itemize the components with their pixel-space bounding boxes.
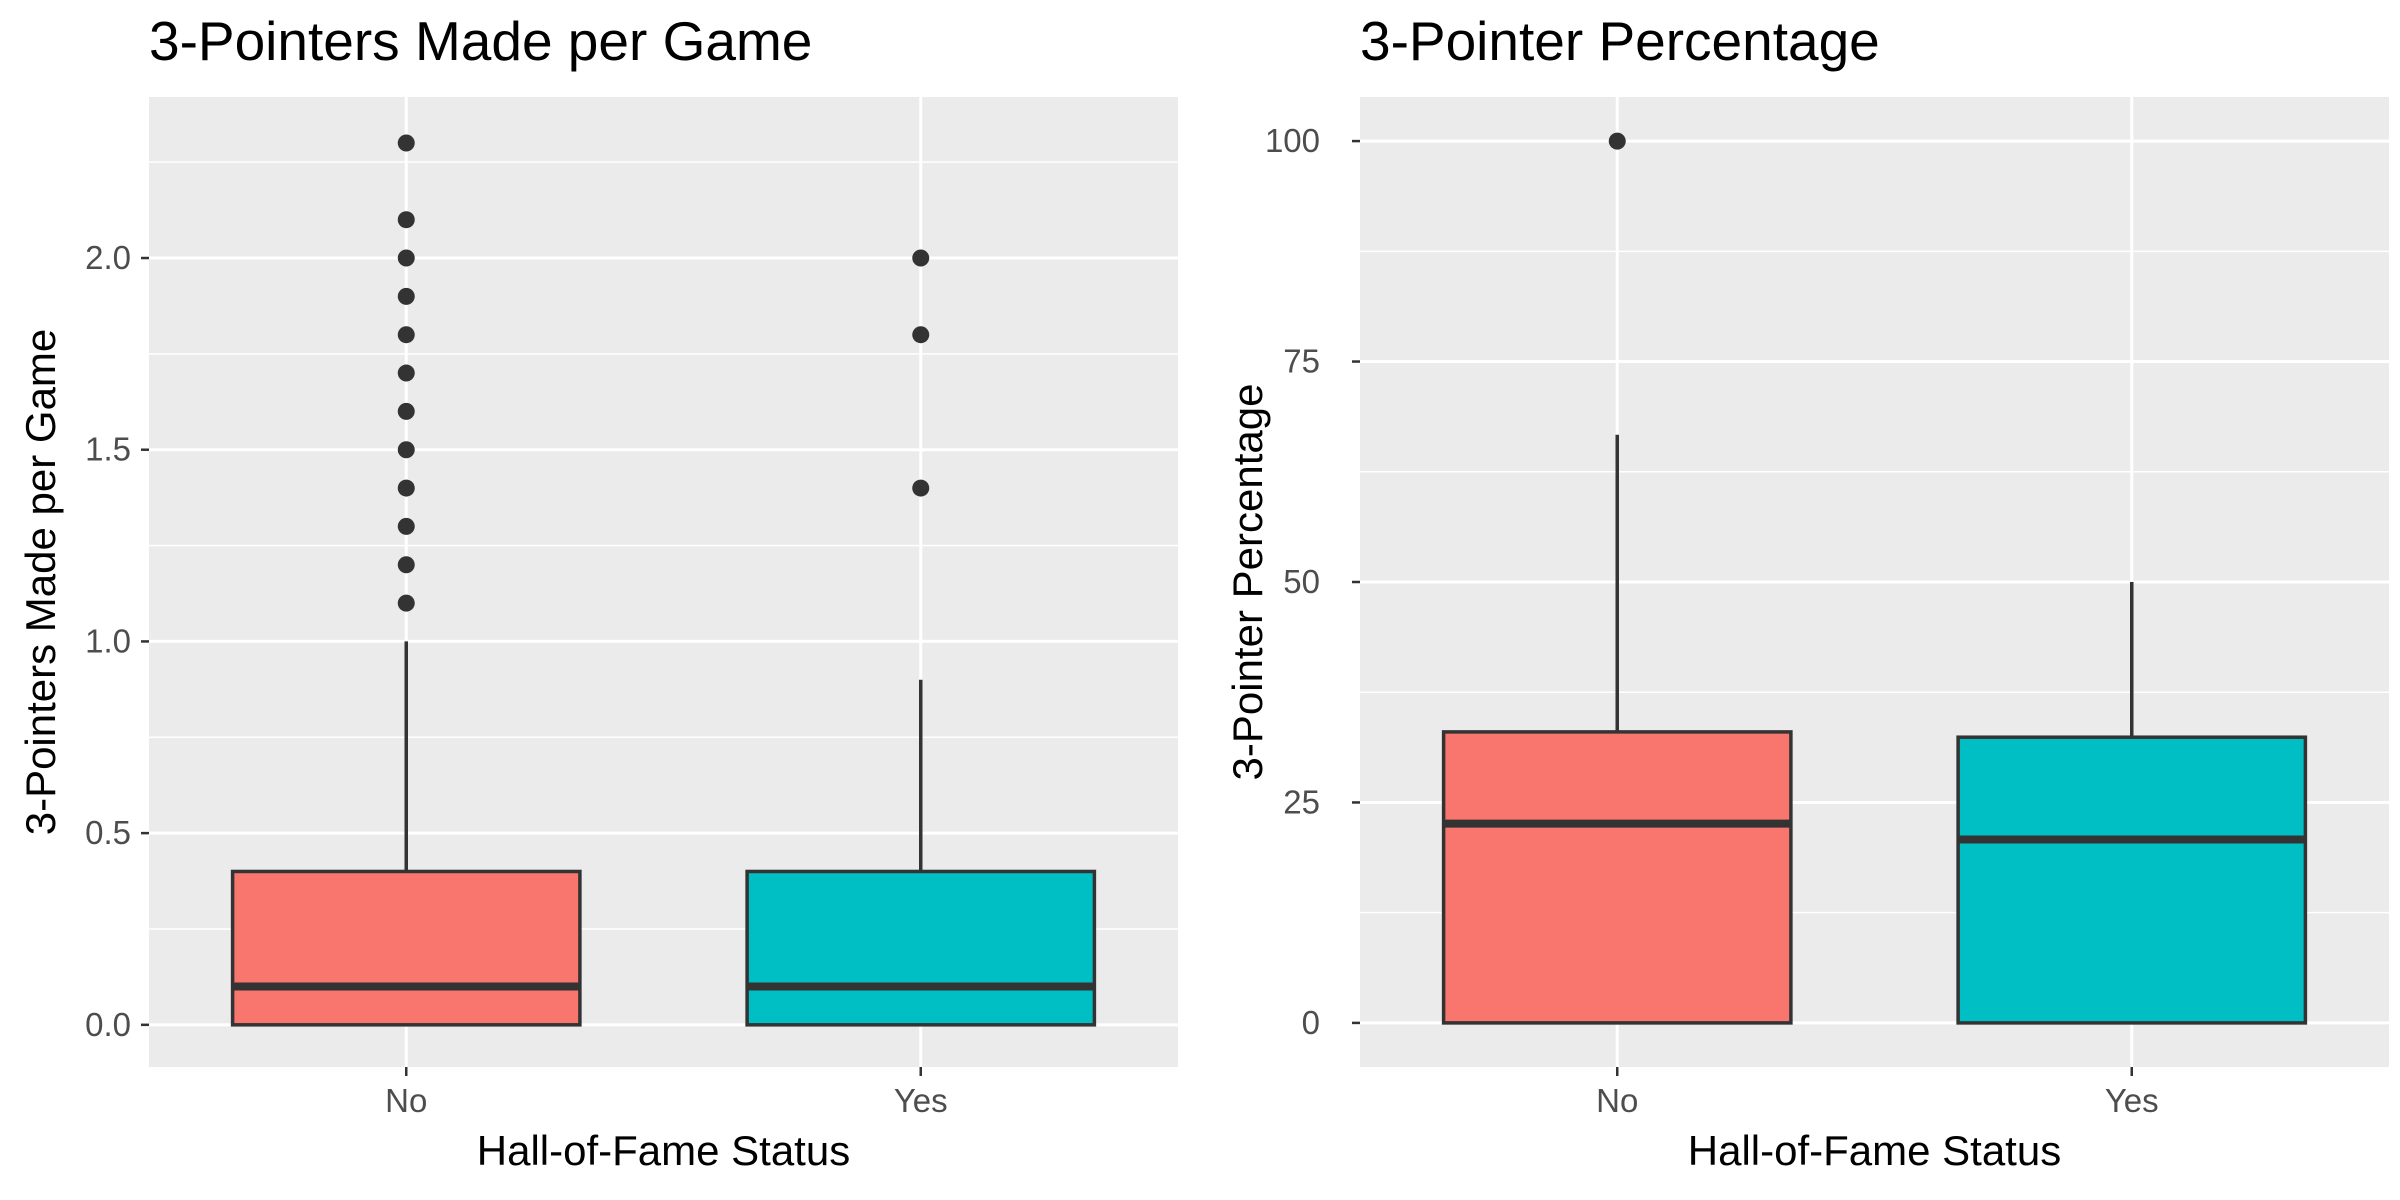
outlier-point (397, 134, 415, 152)
outlier-point (912, 326, 930, 344)
outlier-point (397, 517, 415, 535)
outlier-point (912, 249, 930, 267)
x-tick-label: Yes (894, 1082, 948, 1119)
box-no (230, 869, 582, 1027)
y-tick-label: 0.5 (85, 814, 131, 851)
right-chart-panel: 0 25 50 75 100 No Yes 3-Pointer Percentage Hall-… (1224, 10, 2389, 1174)
outlier-point (397, 594, 415, 612)
x-tick-label: Yes (2105, 1082, 2159, 1119)
chart-title: 3-Pointer Percentage (1360, 10, 1880, 72)
chart-title: 3-Pointers Made per Game (149, 10, 812, 72)
outlier-point (397, 441, 415, 459)
y-tick-label: 25 (1283, 783, 1320, 820)
y-axis-title: 3-Pointer Percentage (1224, 384, 1271, 781)
outlier-point (397, 287, 415, 305)
outlier-point (397, 556, 415, 574)
y-tick-label: 1.5 (85, 431, 131, 468)
outlier-point (397, 211, 415, 229)
outlier-point (1608, 132, 1626, 150)
box-yes (745, 869, 1097, 1027)
outlier-point (912, 479, 930, 497)
x-axis-title: Hall-of-Fame Status (1688, 1127, 2061, 1174)
x-tick-label: No (1596, 1082, 1638, 1119)
y-tick-label: 1.0 (85, 622, 131, 659)
left-chart-panel: 0.0 0.5 1.0 1.5 2.0 No Yes 3-Pointers Made per … (17, 10, 1178, 1174)
x-axis-title: Hall-of-Fame Status (477, 1127, 850, 1174)
box-no (1441, 730, 1793, 1025)
x-tick-label: No (385, 1082, 427, 1119)
outlier-point (397, 479, 415, 497)
outlier-point (397, 249, 415, 267)
y-axis-title: 3-Pointers Made per Game (17, 329, 64, 836)
y-tick-label: 75 (1283, 343, 1320, 380)
y-tick-label: 0 (1302, 1004, 1320, 1041)
outlier-point (397, 364, 415, 382)
y-tick-label: 100 (1265, 122, 1320, 159)
y-tick-label: 50 (1283, 563, 1320, 600)
y-tick-label: 2.0 (85, 239, 131, 276)
box-yes (1956, 735, 2308, 1025)
outlier-point (397, 402, 415, 420)
y-tick-label: 0.0 (85, 1006, 131, 1043)
outlier-point (397, 326, 415, 344)
